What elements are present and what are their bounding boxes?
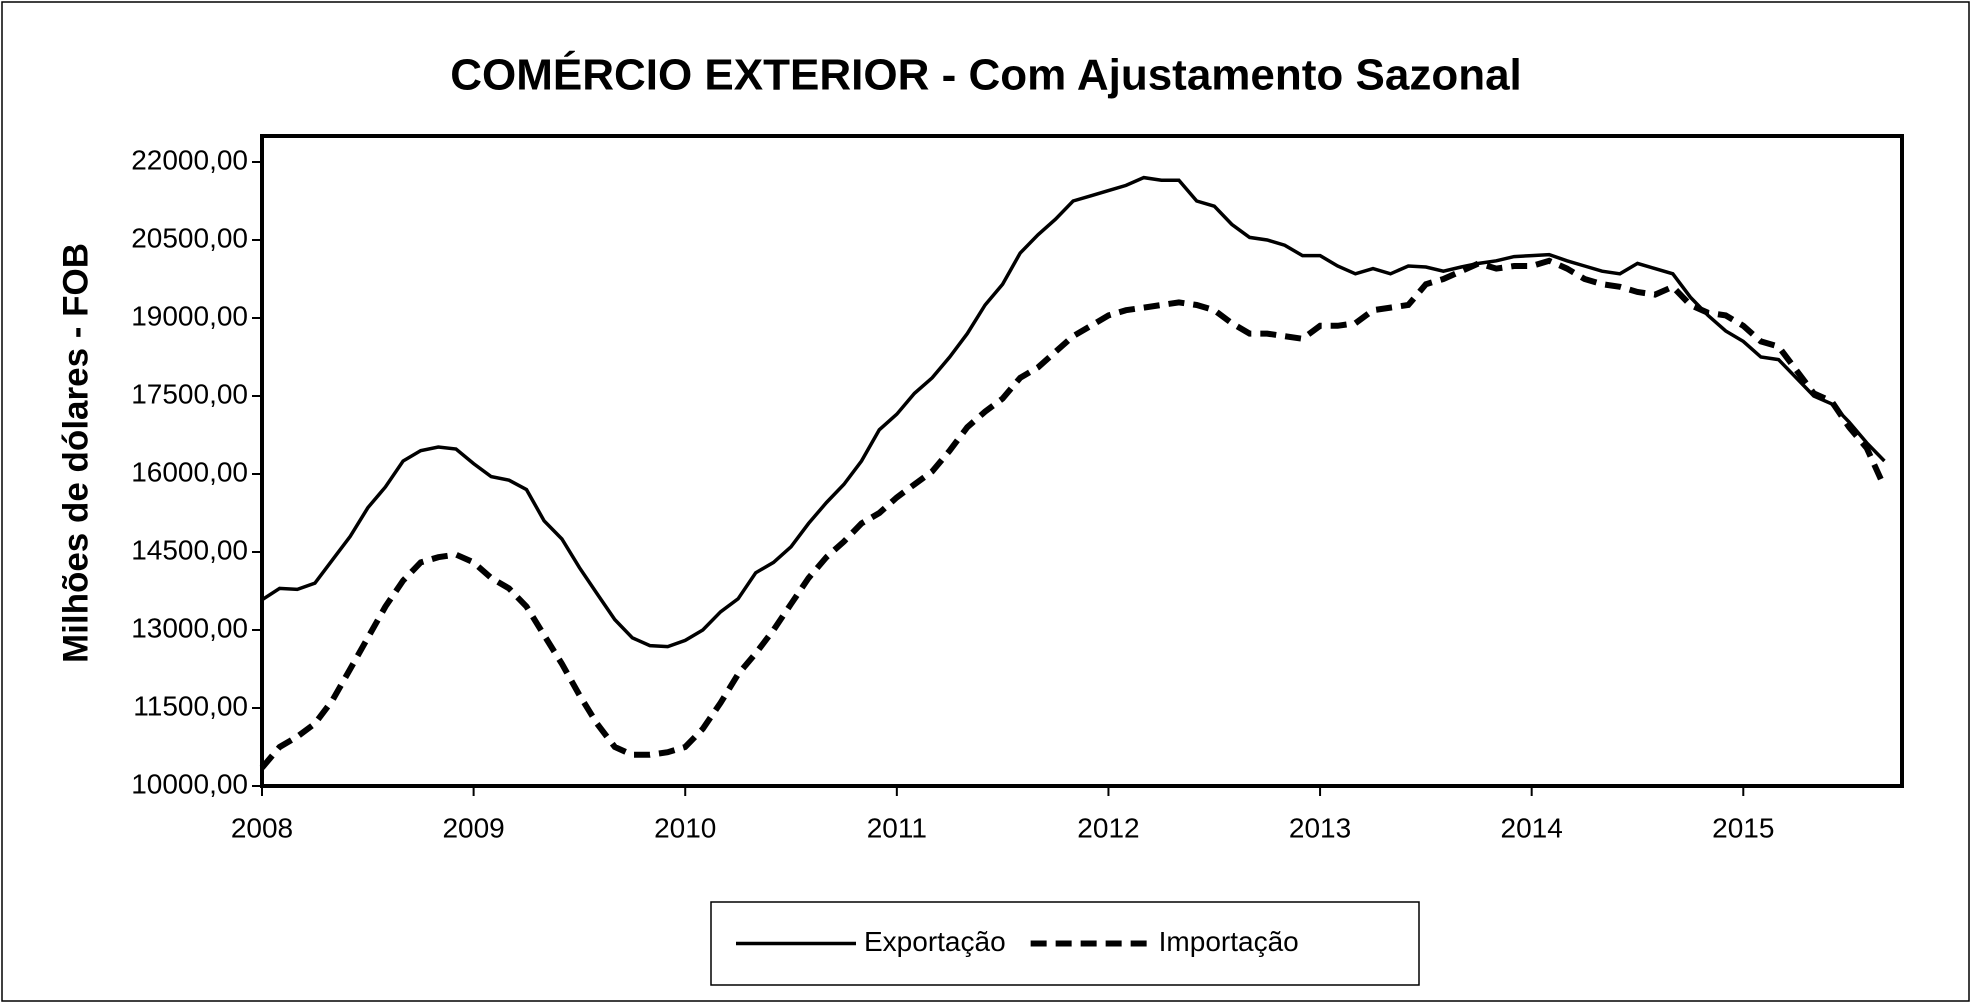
y-tick-label: 20500,00 bbox=[131, 222, 248, 253]
y-tick-label: 16000,00 bbox=[131, 456, 248, 487]
legend-label: Importação bbox=[1159, 926, 1299, 957]
x-tick-label: 2012 bbox=[1077, 812, 1139, 843]
y-tick-label: 14500,00 bbox=[131, 534, 248, 565]
x-tick-label: 2014 bbox=[1501, 812, 1563, 843]
x-tick-label: 2009 bbox=[442, 812, 504, 843]
y-tick-label: 13000,00 bbox=[131, 612, 248, 643]
y-tick-label: 10000,00 bbox=[131, 768, 248, 799]
x-tick-label: 2013 bbox=[1289, 812, 1351, 843]
x-tick-label: 2010 bbox=[654, 812, 716, 843]
y-tick-label: 17500,00 bbox=[131, 378, 248, 409]
legend-label: Exportação bbox=[864, 926, 1006, 957]
x-tick-label: 2008 bbox=[231, 812, 293, 843]
y-tick-label: 19000,00 bbox=[131, 300, 248, 331]
chart-title: COMÉRCIO EXTERIOR - Com Ajustamento Sazo… bbox=[450, 50, 1522, 100]
plot-area bbox=[260, 134, 1904, 788]
x-tick-label: 2011 bbox=[867, 812, 927, 843]
y-tick-label: 11500,00 bbox=[133, 690, 248, 721]
series-line bbox=[259, 257, 1888, 770]
y-tick-label: 22000,00 bbox=[131, 144, 248, 175]
series-line bbox=[261, 175, 1886, 649]
x-tick-label: 2015 bbox=[1712, 812, 1774, 843]
y-axis-label: Milhões de dólares - FOB bbox=[56, 243, 95, 663]
